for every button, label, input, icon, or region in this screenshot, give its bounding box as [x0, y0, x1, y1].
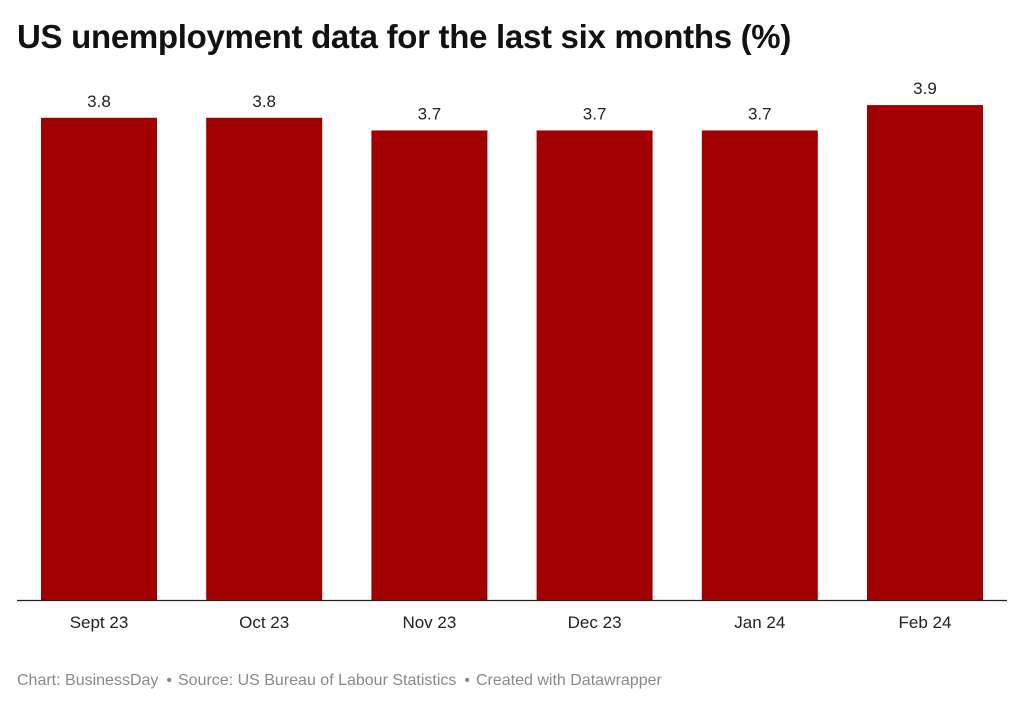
bar-nov-23: [371, 130, 488, 600]
data-label: 3.7: [583, 104, 607, 123]
chart-title: US unemployment data for the last six mo…: [17, 18, 792, 55]
data-label: 3.9: [913, 79, 937, 98]
x-tick-label: Oct 23: [239, 613, 289, 632]
data-label: 3.8: [252, 92, 276, 111]
x-tick-label: Nov 23: [402, 613, 456, 632]
bar-jan-24: [701, 130, 818, 600]
bar-oct-23: [206, 117, 323, 601]
data-label: 3.7: [748, 104, 772, 123]
chart-credit: Chart: BusinessDay: [17, 672, 159, 689]
data-label: 3.8: [87, 92, 111, 111]
x-tick-label: Sept 23: [70, 613, 129, 632]
bar-dec-23: [536, 130, 653, 600]
x-tick-label: Dec 23: [568, 613, 622, 632]
data-label: 3.7: [418, 104, 442, 123]
x-tick-label: Feb 24: [899, 613, 952, 632]
bar-feb-24: [867, 105, 983, 600]
separator-dot: •: [166, 672, 172, 689]
x-tick-label: Jan 24: [734, 613, 785, 632]
source-link[interactable]: Source: US Bureau of Labour Statistics: [178, 672, 457, 689]
chart-footer: Chart: BusinessDay • Source: US Bureau of …: [17, 672, 662, 690]
separator-dot: •: [464, 672, 470, 689]
bar-sept-23: [41, 117, 157, 601]
bar-chart: 3.8 Sept 23 3.8 Oct 23 3.7 Nov 23 3.7 Dec 23 3.7…: [17, 79, 1007, 632]
datawrapper-link[interactable]: Created with Datawrapper: [475, 672, 662, 689]
